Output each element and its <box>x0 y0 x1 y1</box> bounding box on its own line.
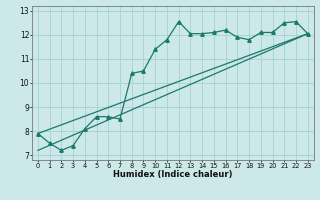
X-axis label: Humidex (Indice chaleur): Humidex (Indice chaleur) <box>113 170 233 179</box>
